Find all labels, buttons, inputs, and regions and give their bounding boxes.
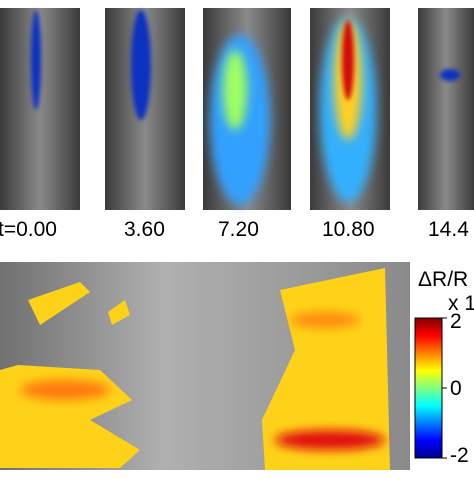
signal bbox=[223, 50, 247, 130]
frame-label: 10.80 bbox=[322, 218, 375, 241]
colorbar: ΔR/R x 1 2 0 -2 bbox=[414, 268, 474, 467]
colorbar-multiplier: x 1 bbox=[448, 292, 474, 315]
region bbox=[20, 380, 110, 400]
region bbox=[28, 282, 90, 325]
activation-map bbox=[0, 262, 410, 470]
frame-label: t=0.00 bbox=[0, 218, 57, 241]
region bbox=[108, 300, 130, 325]
frame-label: 7.20 bbox=[218, 218, 259, 241]
colorbar-tick-label: 0 bbox=[450, 377, 462, 400]
colorbar-tick-label: 2 bbox=[450, 310, 462, 333]
signal bbox=[31, 10, 41, 110]
frame-label: 3.60 bbox=[124, 218, 165, 241]
region bbox=[275, 430, 385, 450]
colorbar-scale bbox=[414, 317, 443, 459]
colorbar-title: ΔR/R bbox=[418, 268, 468, 291]
frame-label: 14.4 bbox=[428, 218, 469, 241]
signal bbox=[440, 69, 460, 81]
signal bbox=[342, 20, 354, 100]
region bbox=[290, 312, 360, 328]
colorbar-tick-label: -2 bbox=[450, 444, 469, 467]
frames bbox=[0, 8, 474, 210]
frame-labels: t=0.00 3.60 7.20 10.80 14.4 bbox=[0, 218, 469, 241]
frame bbox=[418, 8, 474, 210]
signal bbox=[131, 10, 151, 120]
